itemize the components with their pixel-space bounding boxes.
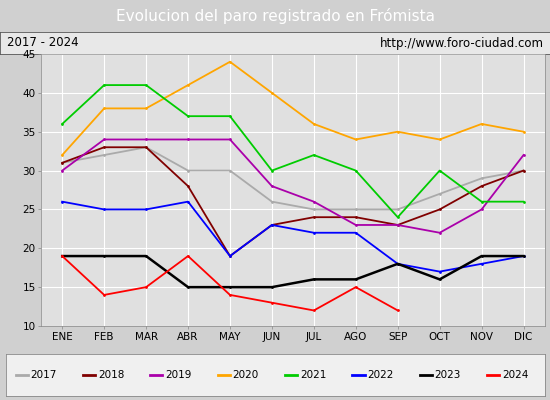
Text: 2017: 2017 (30, 370, 57, 380)
Text: 2019: 2019 (165, 370, 191, 380)
Text: 2024: 2024 (502, 370, 529, 380)
Text: 2017 - 2024: 2017 - 2024 (7, 36, 78, 50)
Text: http://www.foro-ciudad.com: http://www.foro-ciudad.com (379, 36, 543, 50)
Text: 2018: 2018 (98, 370, 124, 380)
Text: 2022: 2022 (367, 370, 394, 380)
Text: Evolucion del paro registrado en Frómista: Evolucion del paro registrado en Frómist… (116, 8, 435, 24)
Text: 2020: 2020 (233, 370, 259, 380)
Text: 2021: 2021 (300, 370, 326, 380)
Text: 2023: 2023 (434, 370, 461, 380)
